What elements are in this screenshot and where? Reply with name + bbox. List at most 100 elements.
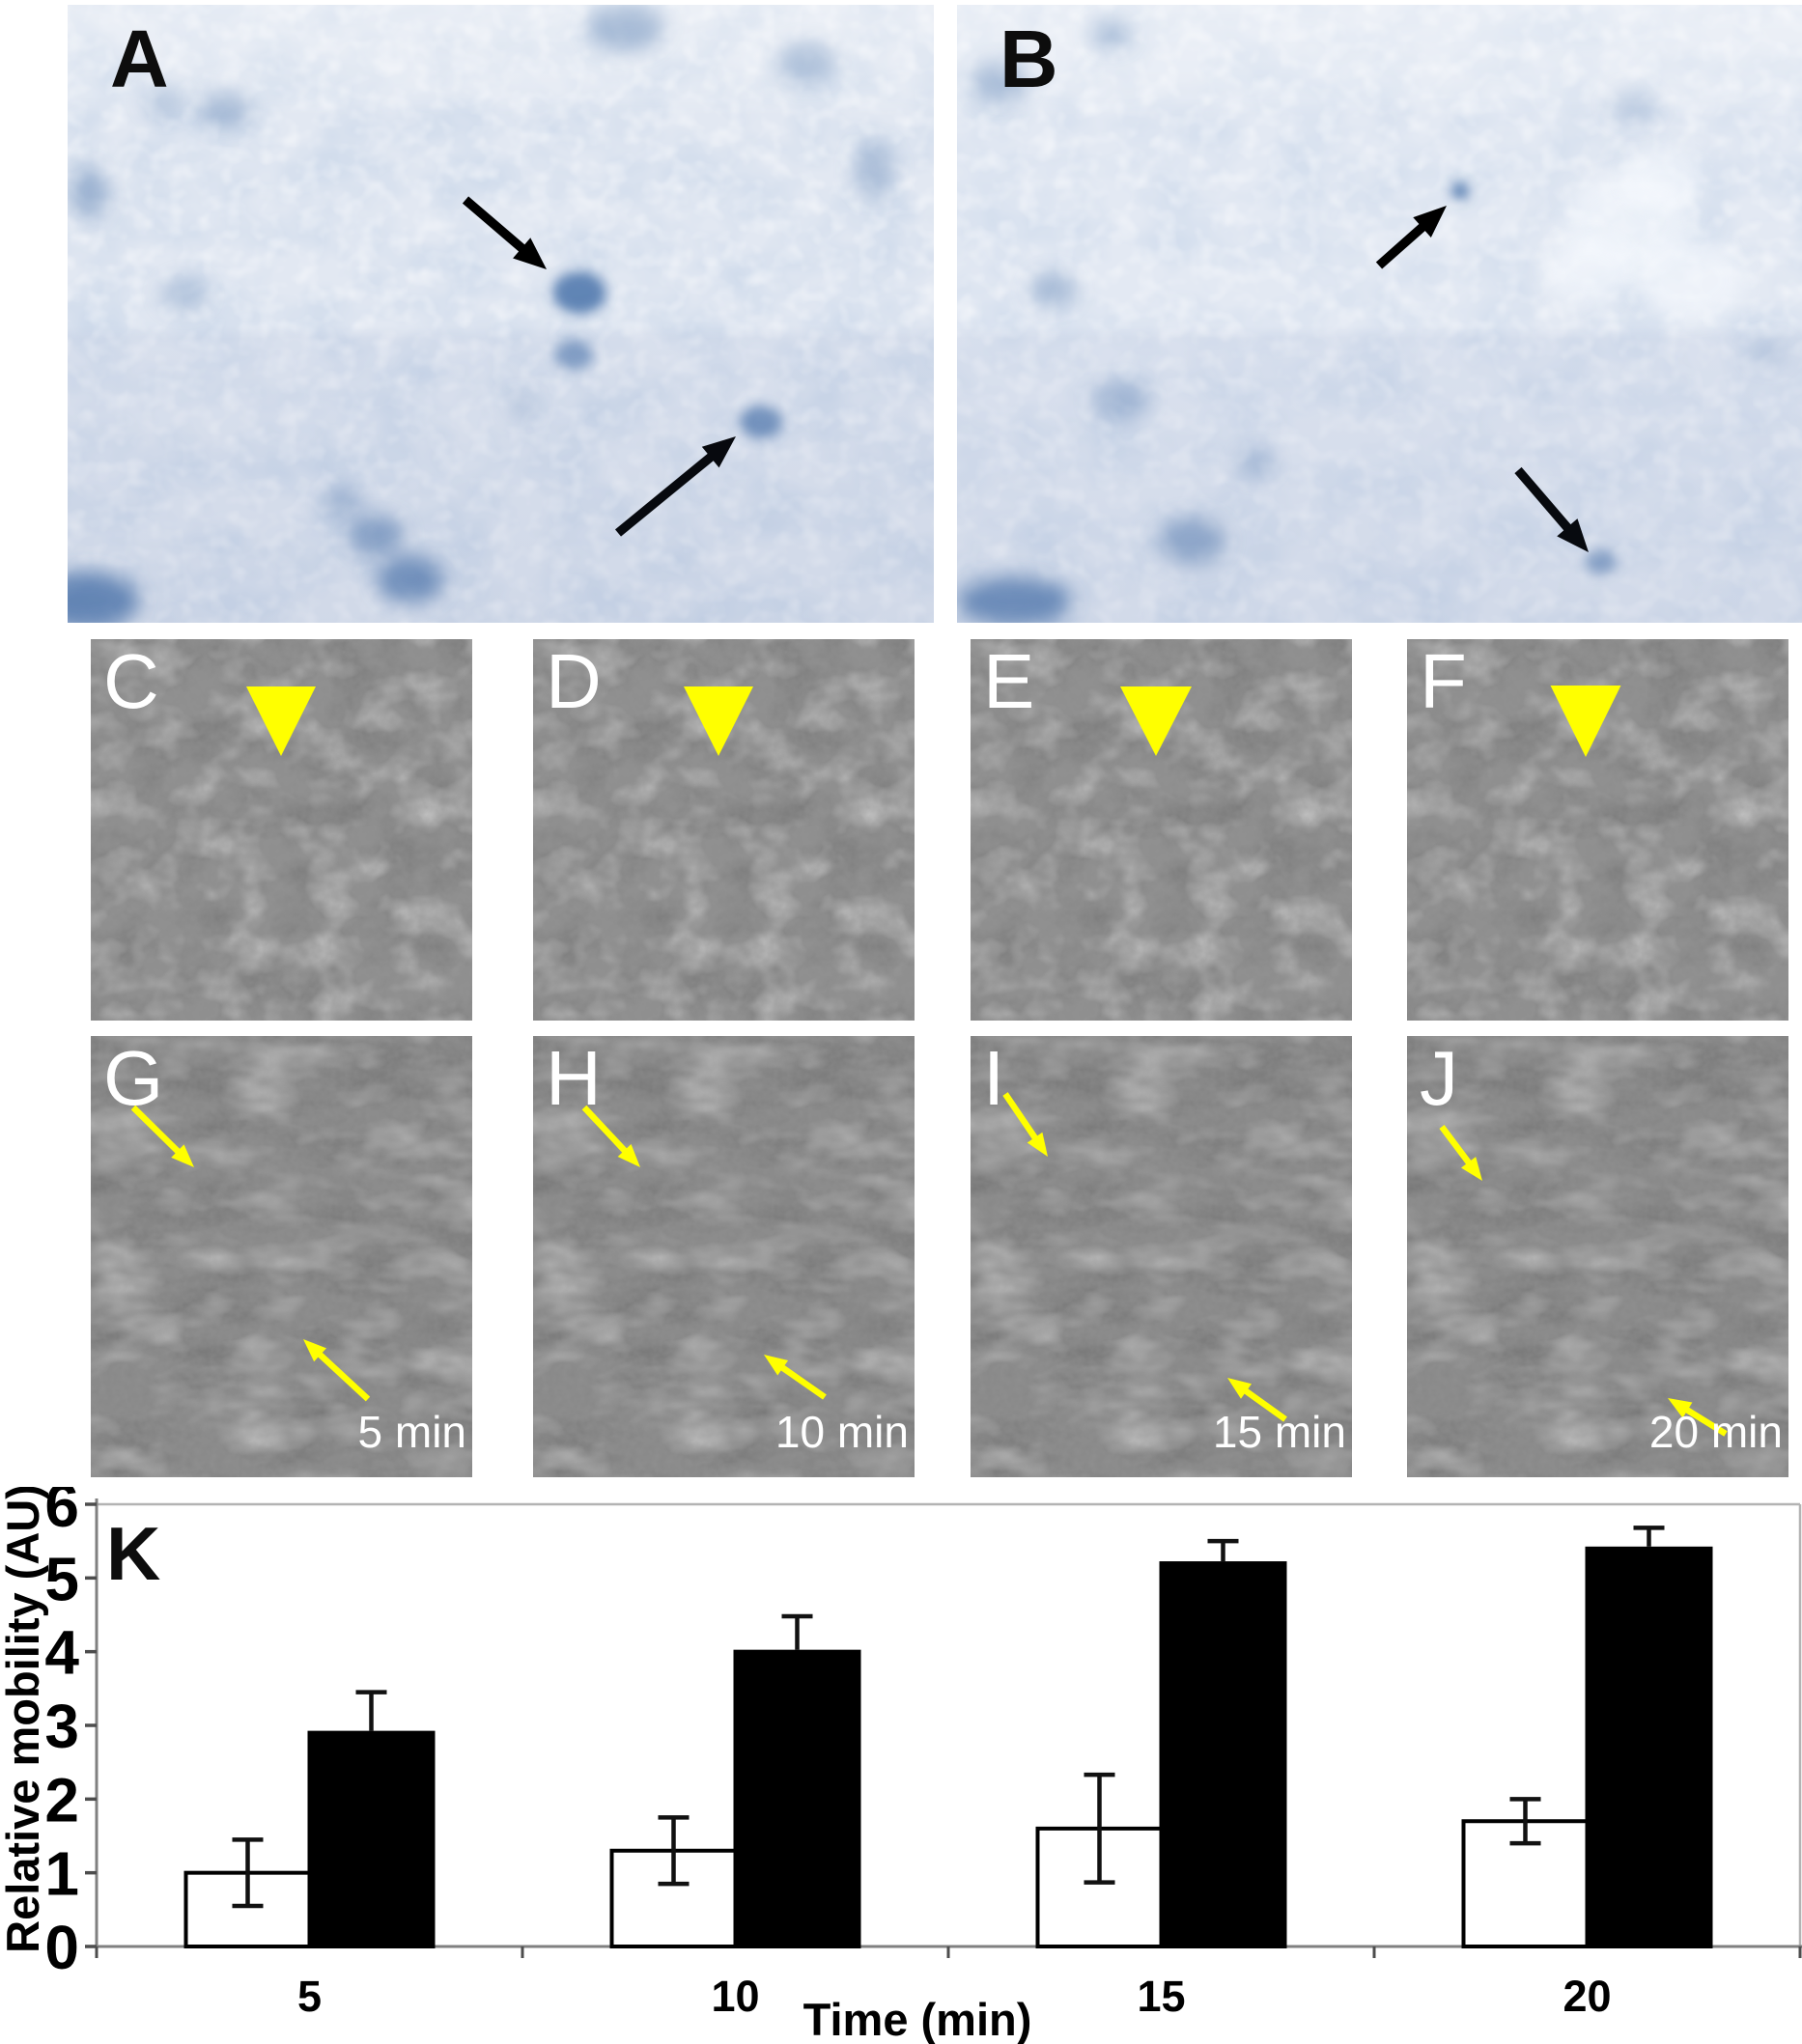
error-bar	[1084, 1772, 1115, 1885]
micrograph-texture	[68, 5, 934, 623]
panel-label-k: K	[106, 1511, 160, 1596]
arrow-head	[701, 436, 736, 468]
micrograph-texture	[91, 1036, 472, 1477]
bar-filled_bars-5min	[307, 1730, 436, 1948]
arrow-head	[1027, 1132, 1048, 1157]
micrograph-texture	[533, 639, 915, 1021]
panel-label-j: J	[1420, 1036, 1458, 1121]
stained-cell-blob	[348, 515, 406, 557]
stained-cell-blob	[853, 140, 895, 198]
yellow-arrowhead-marker	[684, 686, 753, 756]
panel-label-f: F	[1420, 639, 1467, 724]
bright-cell-cluster	[1546, 238, 1633, 303]
error-bar	[658, 1815, 690, 1887]
micrograph-texture	[957, 5, 1802, 623]
timestamp-label: 20 min	[1648, 1407, 1783, 1457]
panel-b-micrograph: B	[957, 5, 1802, 623]
stained-cell-blob	[159, 277, 208, 312]
stained-cell-target	[740, 406, 782, 438]
stained-cell-blob	[971, 61, 1028, 103]
arrow-shaft	[1375, 221, 1427, 269]
error-bar	[232, 1837, 264, 1909]
yellow-arrow-annotation	[1439, 1125, 1482, 1181]
y-tick-label: 3	[44, 1692, 79, 1761]
micrograph-texture	[971, 639, 1352, 1021]
panel-label-a: A	[110, 14, 169, 104]
black-arrow-annotation	[614, 436, 736, 537]
arrow-shaft	[1439, 1125, 1474, 1167]
stained-cell-blob	[68, 572, 140, 623]
stained-cell-blob	[1236, 449, 1275, 478]
x-tick-label: 20	[1563, 1972, 1611, 2021]
panel-label-d: D	[546, 639, 602, 724]
stained-cell-blob	[324, 488, 362, 517]
micrograph-texture	[971, 1036, 1352, 1477]
arrow-head	[513, 238, 547, 269]
black-arrow-annotation	[462, 196, 547, 269]
bar-filled_bars-15min	[1159, 1561, 1287, 1948]
stained-cell-blob	[197, 89, 251, 127]
arrow-head	[1227, 1378, 1253, 1399]
panel-label-b: B	[1000, 14, 1058, 104]
arrow-shaft	[1002, 1092, 1039, 1142]
panel-i-micrograph: I 15 min	[971, 1036, 1352, 1477]
black-arrow-annotation	[1514, 466, 1589, 552]
stained-cell-blob	[1091, 381, 1149, 420]
error-bar	[1207, 1538, 1239, 1562]
y-tick-label: 6	[44, 1487, 79, 1540]
texture-layer	[68, 5, 934, 623]
arrow-head	[617, 1143, 640, 1167]
panel-h-micrograph: H 10 min	[533, 1036, 915, 1477]
texture-layer	[533, 1036, 915, 1477]
y-tick-label: 0	[44, 1913, 79, 1982]
arrow-shaft	[462, 196, 527, 254]
arrow-head	[1668, 1398, 1693, 1418]
arrow-shaft	[130, 1105, 183, 1156]
yellow-arrow-annotation	[303, 1339, 371, 1402]
texture-layer	[971, 1036, 1352, 1477]
x-axis-title: Time (min)	[803, 1994, 1032, 2044]
bar-filled_bars-10min	[733, 1649, 861, 1949]
stained-cell-blob	[1747, 337, 1789, 368]
timestamp-label: 5 min	[357, 1407, 466, 1457]
arrow-head	[1413, 206, 1447, 238]
arrow-head	[171, 1144, 194, 1167]
stained-cell-blob	[377, 555, 444, 603]
arrow-shaft	[581, 1105, 630, 1155]
bars-layer	[183, 1526, 1713, 1949]
micrograph-texture	[1407, 1036, 1788, 1477]
panel-label-i: I	[983, 1036, 1005, 1121]
stained-cell-target	[554, 339, 593, 370]
texture-layer	[91, 1036, 472, 1477]
panel-label-e: E	[983, 639, 1035, 724]
x-tick-label: 10	[711, 1972, 759, 2021]
stained-cell-blob	[957, 576, 1072, 623]
arrow-head	[303, 1339, 327, 1362]
panel-label-c: C	[103, 639, 159, 724]
stained-cell-blob	[587, 5, 664, 51]
x-tick-label: 5	[297, 1972, 322, 2021]
y-tick-label: 4	[44, 1618, 79, 1688]
y-tick-label: 1	[44, 1839, 79, 1909]
panel-a-micrograph: A	[68, 5, 934, 623]
yellow-arrowhead-marker	[246, 686, 316, 756]
panel-c-micrograph: C	[91, 639, 472, 1021]
stained-cell-target	[552, 271, 606, 314]
stained-cell-blob	[1091, 20, 1130, 47]
yellow-arrow-annotation	[1668, 1398, 1728, 1437]
arrow-head	[764, 1355, 789, 1376]
timestamp-label: 10 min	[774, 1407, 909, 1457]
error-bar	[1509, 1797, 1541, 1846]
yellow-arrowhead-marker	[1550, 686, 1621, 757]
bar-filled_bars-20min	[1585, 1546, 1713, 1949]
y-axis-title: Relative mobility (AU)	[0, 1487, 48, 1953]
stained-cell-blob	[1028, 272, 1077, 307]
bright-cell-cluster	[1623, 150, 1701, 208]
panel-label-g: G	[103, 1036, 164, 1121]
panel-d-micrograph: D	[533, 639, 915, 1021]
yellow-arrow-annotation	[764, 1355, 827, 1400]
yellow-arrow-annotation	[1002, 1092, 1048, 1157]
arrow-shaft	[1683, 1406, 1728, 1437]
